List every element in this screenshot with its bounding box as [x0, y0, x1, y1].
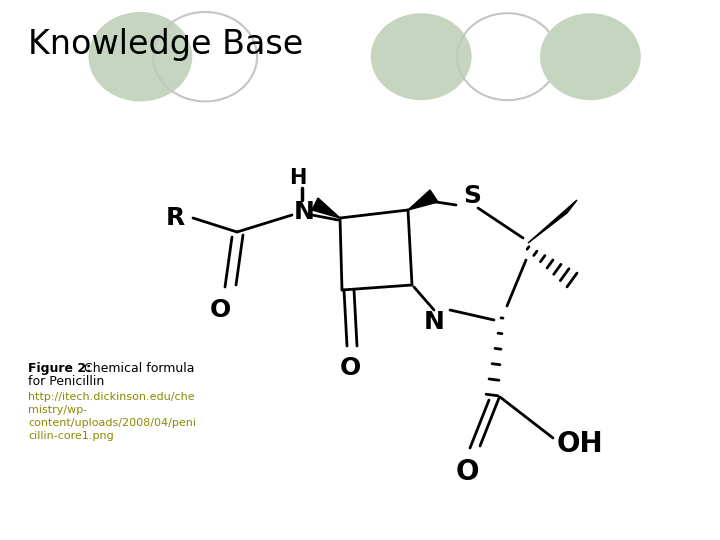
Polygon shape — [408, 190, 438, 210]
Text: N: N — [423, 310, 444, 334]
Text: O: O — [339, 356, 361, 380]
Text: R: R — [166, 206, 184, 230]
Text: N: N — [294, 200, 315, 224]
Text: S: S — [463, 184, 481, 208]
Polygon shape — [528, 200, 577, 243]
Text: cillin-core1.png: cillin-core1.png — [28, 431, 114, 441]
Text: Knowledge Base: Knowledge Base — [28, 28, 303, 61]
Ellipse shape — [540, 13, 641, 100]
Ellipse shape — [89, 12, 192, 102]
Text: Chemical formula: Chemical formula — [80, 362, 194, 375]
Text: H: H — [289, 168, 307, 188]
Polygon shape — [312, 198, 340, 218]
Text: O: O — [455, 458, 479, 486]
Text: for Penicillin: for Penicillin — [28, 375, 104, 388]
Text: OH: OH — [557, 430, 603, 458]
Ellipse shape — [371, 13, 472, 100]
Text: content/uploads/2008/04/peni: content/uploads/2008/04/peni — [28, 418, 196, 428]
Text: http://itech.dickinson.edu/che: http://itech.dickinson.edu/che — [28, 392, 194, 402]
Text: O: O — [210, 298, 230, 322]
Text: Figure 2:: Figure 2: — [28, 362, 91, 375]
Text: mistry/wp-: mistry/wp- — [28, 405, 87, 415]
